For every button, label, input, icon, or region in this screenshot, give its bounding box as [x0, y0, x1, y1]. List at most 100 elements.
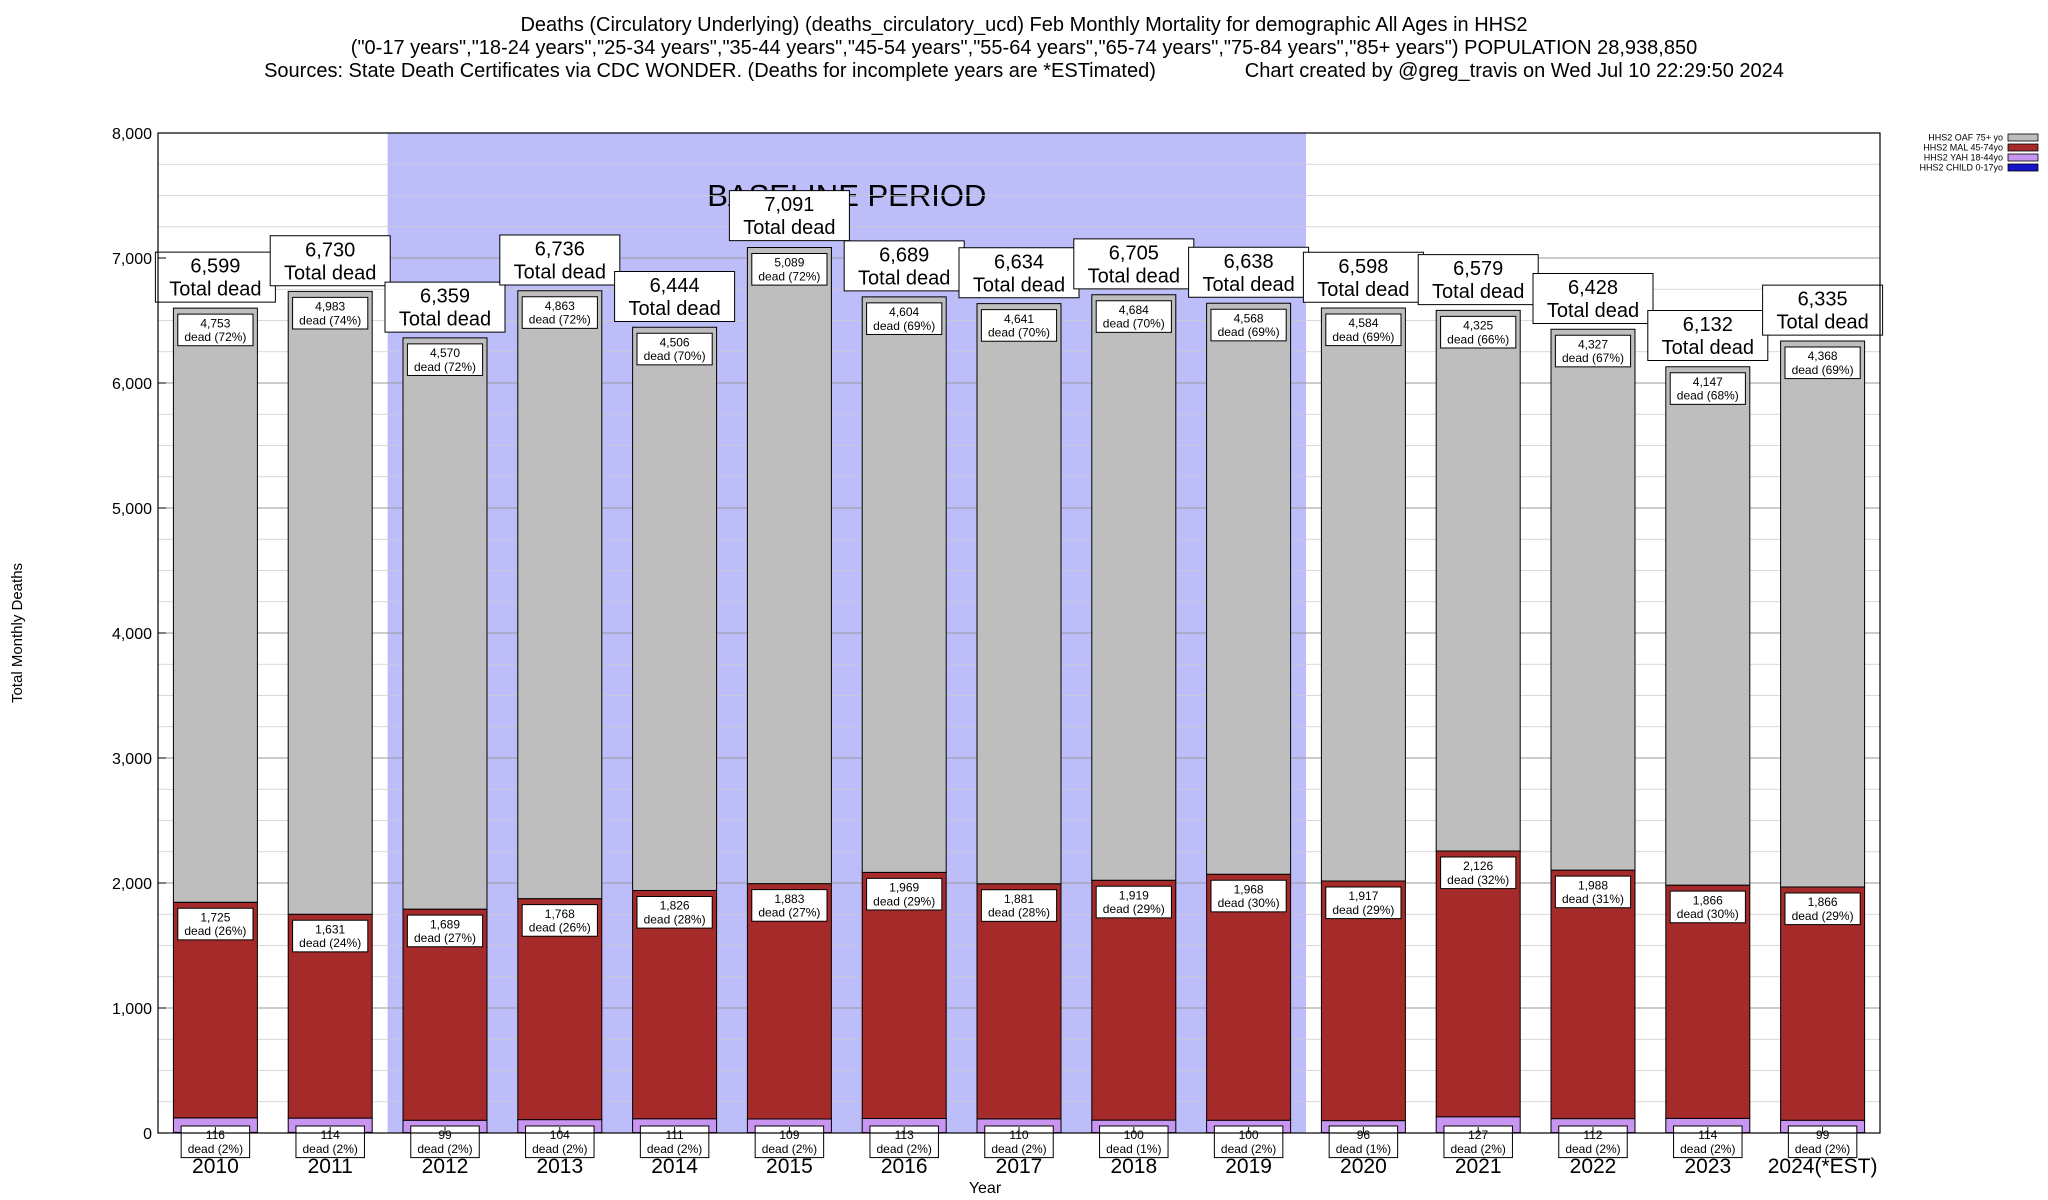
- segment-value-label-box: [1669, 372, 1746, 405]
- segment-value-label: 1,689: [430, 917, 460, 931]
- bar-segment: [402, 337, 488, 910]
- bar-segment: [746, 883, 832, 1120]
- segment-value-label: dead (72%): [529, 313, 591, 327]
- segment-value-label-box: [1325, 313, 1402, 347]
- segment-value-label: 1,866: [1693, 893, 1723, 907]
- segment-value-label-box: [292, 919, 369, 953]
- segment-value-label: dead (69%): [873, 319, 935, 333]
- bar-segment: [287, 290, 373, 915]
- segment-value-label-box: [177, 907, 254, 941]
- total-dead-label: 6,598: [1338, 256, 1388, 278]
- total-dead-label: 6,638: [1224, 251, 1274, 273]
- segment-value-label: dead (72%): [758, 269, 820, 283]
- total-dead-label: Total dead: [1662, 337, 1754, 359]
- segment-value-label: dead (2%): [877, 1142, 932, 1156]
- bar-segment: [1206, 873, 1292, 1121]
- segment-value-label-box: [636, 332, 713, 366]
- segment-value-label: 1,881: [1004, 892, 1034, 906]
- segment-value-label-box: [1784, 892, 1861, 926]
- segment-value-label: 4,325: [1463, 319, 1493, 333]
- segment-value-label: 127: [1468, 1128, 1488, 1142]
- x-tick-label: 2020: [1340, 1155, 1387, 1178]
- bar-segment: [1435, 309, 1521, 852]
- total-dead-label: 6,634: [994, 251, 1044, 273]
- segment-value-label: dead (66%): [1447, 332, 1509, 346]
- total-dead-label: 6,730: [305, 239, 355, 261]
- segment-value-label: dead (28%): [644, 912, 706, 926]
- total-dead-label: Total dead: [1202, 274, 1294, 296]
- bar-segment: [1435, 850, 1521, 1118]
- segment-value-label: dead (29%): [1792, 909, 1854, 923]
- segment-value-label: 100: [1239, 1128, 1259, 1142]
- x-axis-title: Year: [969, 1180, 1002, 1197]
- total-dead-label: 6,132: [1683, 314, 1733, 336]
- segment-value-label: 110: [1009, 1128, 1028, 1142]
- segment-value-label: dead (1%): [1336, 1142, 1391, 1156]
- segment-value-label: 99: [438, 1128, 452, 1142]
- y-tick-label: 4,000: [112, 626, 152, 643]
- total-dead-label-box: [843, 240, 965, 292]
- segment-value-label-box: [1095, 300, 1172, 333]
- bar-segment: [746, 247, 832, 885]
- segment-value-label: dead (74%): [299, 313, 361, 327]
- total-dead-label: Total dead: [973, 274, 1065, 296]
- segment-value-label: dead (32%): [1447, 873, 1509, 887]
- segment-value-label: 1,917: [1348, 889, 1378, 903]
- y-tick-label: 2,000: [112, 876, 152, 893]
- segment-value-label: 2,126: [1463, 859, 1493, 873]
- segment-value-label: 114: [1698, 1128, 1717, 1142]
- y-tick-label: 6,000: [112, 376, 152, 393]
- segment-value-label: 1,883: [774, 892, 804, 906]
- legend-swatch: [2007, 163, 2039, 172]
- segment-value-label: 99: [1816, 1128, 1830, 1142]
- segment-value-label: 1,631: [315, 922, 345, 936]
- segment-value-label: dead (29%): [1332, 903, 1394, 917]
- segment-value-label: dead (72%): [184, 330, 246, 344]
- bar-segment: [1550, 328, 1636, 871]
- total-dead-label: 6,359: [420, 286, 470, 308]
- segment-value-label-box: [1440, 315, 1517, 349]
- segment-value-label: 1,988: [1578, 878, 1608, 892]
- bar-segment: [1780, 340, 1866, 888]
- total-dead-label: 6,736: [535, 239, 585, 261]
- chart-title: Deaths (Circulatory Underlying) (deaths_…: [520, 14, 1528, 36]
- segment-value-label: dead (70%): [1103, 317, 1165, 331]
- segment-value-label: 100: [1124, 1128, 1144, 1142]
- segment-value-label: 96: [1357, 1128, 1371, 1142]
- x-tick-label: 2022: [1570, 1155, 1617, 1178]
- segment-value-label: 113: [895, 1128, 914, 1142]
- segment-value-label-box: [292, 296, 369, 330]
- segment-value-label: 4,368: [1808, 349, 1838, 363]
- total-dead-label-box: [499, 234, 621, 286]
- total-dead-label-box: [269, 235, 391, 287]
- y-tick-label: 7,000: [112, 251, 152, 268]
- segment-value-label: dead (28%): [988, 906, 1050, 920]
- segment-value-label: 4,641: [1004, 312, 1034, 326]
- x-tick-label: 2012: [422, 1155, 469, 1178]
- total-dead-label: 7,091: [764, 194, 814, 216]
- segment-value-label: dead (72%): [414, 360, 476, 374]
- y-tick-label: 8,000: [112, 126, 152, 143]
- segment-value-label-box: [406, 914, 484, 948]
- segment-value-label: 1,968: [1234, 882, 1264, 896]
- segment-value-label: 4,327: [1578, 337, 1608, 351]
- segment-value-label: dead (30%): [1218, 896, 1280, 910]
- total-dead-label-box: [1417, 254, 1539, 306]
- x-tick-label: 2023: [1684, 1155, 1731, 1178]
- x-tick-label: 2024(*EST): [1768, 1155, 1878, 1178]
- segment-value-label: 4,506: [660, 335, 690, 349]
- legend-swatch: [2007, 133, 2039, 142]
- total-dead-label-box: [1073, 238, 1195, 290]
- total-dead-label: Total dead: [743, 217, 835, 239]
- chart-source-line: Sources: State Death Certificates via CD…: [264, 60, 1784, 82]
- segment-value-label-box: [1210, 308, 1287, 342]
- segment-value-label: 109: [779, 1128, 799, 1142]
- segment-value-label: 4,684: [1119, 303, 1149, 317]
- segment-value-label-box: [636, 896, 713, 929]
- segment-value-label: dead (2%): [417, 1142, 472, 1156]
- segment-value-label-box: [1554, 334, 1632, 368]
- y-axis-title: Total Monthly Deaths: [9, 563, 26, 703]
- segment-value-label: dead (2%): [532, 1142, 587, 1156]
- total-dead-label-box: [728, 190, 850, 242]
- total-dead-label: 6,444: [650, 275, 700, 297]
